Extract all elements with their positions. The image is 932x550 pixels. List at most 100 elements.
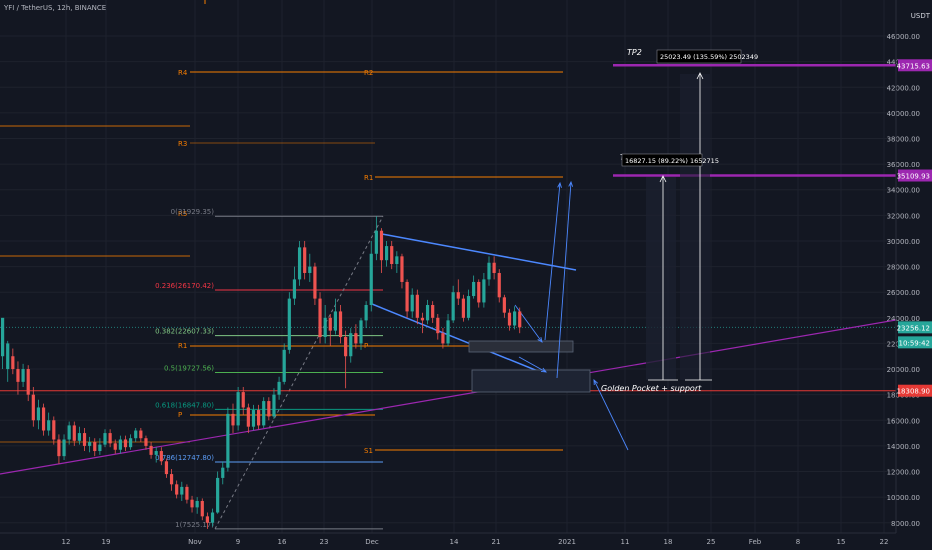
candle-body bbox=[456, 292, 460, 299]
projection-arrow bbox=[518, 356, 547, 373]
candle-body bbox=[210, 512, 215, 523]
candle-body bbox=[21, 369, 25, 382]
candle-body bbox=[513, 311, 517, 326]
candle-body bbox=[200, 500, 204, 517]
last-price-tag-bg bbox=[898, 321, 932, 334]
support-price-tag-bg bbox=[898, 384, 932, 397]
candle-body bbox=[502, 297, 506, 313]
unit-label: USDT bbox=[911, 12, 931, 20]
candle-body bbox=[374, 230, 378, 254]
candle-body bbox=[405, 281, 409, 312]
candle-body bbox=[364, 305, 368, 321]
candle-body bbox=[441, 333, 445, 344]
support-price-tag: 18308.90 bbox=[897, 388, 930, 396]
candle-body bbox=[169, 474, 174, 485]
x-tick-label: 2021 bbox=[558, 538, 576, 546]
candle-body bbox=[16, 369, 20, 382]
x-tick-label: Dec bbox=[365, 538, 379, 546]
golden-pocket-label: Golden Pocket + support bbox=[601, 384, 702, 393]
candle-body bbox=[308, 266, 312, 273]
candle-body bbox=[41, 407, 46, 431]
candle-body bbox=[82, 433, 87, 446]
candle-body bbox=[77, 433, 81, 441]
y-tick-label: 32000.00 bbox=[887, 212, 920, 220]
candle-body bbox=[420, 317, 425, 321]
candle-body bbox=[67, 425, 71, 440]
tp1-measure-label: 16827.15 (89.22%) 1652715 bbox=[625, 157, 719, 165]
pivot-label-r4: R4 bbox=[178, 69, 188, 77]
tp2-measure-box bbox=[680, 74, 710, 380]
pivot-label-r1-upper: R1 bbox=[364, 174, 373, 182]
candle-body bbox=[303, 247, 307, 273]
x-tick-label: 11 bbox=[621, 538, 630, 546]
pivot-label-p: P bbox=[178, 411, 182, 419]
candle-body bbox=[297, 247, 302, 280]
symbol-title: YFI / TetherUS, 12h, BINANCE bbox=[4, 4, 107, 12]
projection-arrow-head bbox=[557, 181, 562, 188]
candle-body bbox=[93, 442, 97, 452]
candle-body bbox=[57, 439, 61, 457]
golden-pocket-box bbox=[471, 369, 591, 393]
y-tick-label: 40000.00 bbox=[887, 110, 920, 118]
candle-body bbox=[415, 294, 419, 318]
x-tick-label: Nov bbox=[188, 538, 202, 546]
candle-body bbox=[159, 451, 163, 462]
candle-body bbox=[164, 461, 169, 475]
candle-body bbox=[385, 246, 389, 261]
x-tick-label: Feb bbox=[749, 538, 762, 546]
candle-body bbox=[31, 394, 35, 421]
candle-body bbox=[241, 392, 245, 408]
tp1-measure-arrow-head bbox=[659, 175, 667, 183]
y-tick-label: 20000.00 bbox=[887, 366, 920, 374]
projection-arrow-head bbox=[568, 180, 574, 187]
channel-upper-line bbox=[381, 233, 577, 271]
projection-arrow-head bbox=[593, 378, 599, 386]
candle-body bbox=[425, 305, 430, 321]
projection-arrow-head bbox=[537, 337, 543, 343]
candle-body bbox=[246, 407, 250, 427]
candle-body bbox=[282, 349, 286, 382]
tp1-price-tag-bg bbox=[898, 169, 932, 182]
candle-body bbox=[129, 438, 133, 448]
last-price-tag: 23256.12 bbox=[897, 324, 930, 332]
fib-trend-line bbox=[214, 216, 384, 530]
y-tick-label: 38000.00 bbox=[887, 135, 920, 143]
pivot-label-r2: R2 bbox=[364, 69, 373, 77]
candle-body bbox=[395, 256, 399, 265]
candle-body bbox=[451, 292, 455, 321]
fib-label: 0.786(12747.80) bbox=[155, 454, 214, 462]
y-tick-label: 24000.00 bbox=[887, 315, 920, 323]
candle-body bbox=[262, 401, 266, 426]
y-tick-label: 10000.00 bbox=[887, 494, 920, 502]
candle-body bbox=[190, 499, 194, 508]
y-tick-label: 8000.00 bbox=[891, 520, 920, 528]
candle-body bbox=[88, 442, 92, 446]
candle-body bbox=[400, 256, 404, 282]
candle-body bbox=[436, 317, 440, 334]
candle-body bbox=[52, 420, 56, 440]
candle-body bbox=[231, 413, 235, 426]
candle-body bbox=[477, 281, 481, 303]
candle-body bbox=[518, 311, 522, 328]
candle-body bbox=[344, 337, 348, 357]
fib-label: 0(31929.35) bbox=[171, 208, 215, 216]
fib-label: 0.618(16847.80) bbox=[155, 401, 214, 409]
candle-body bbox=[62, 439, 66, 457]
candle-body bbox=[338, 311, 343, 338]
fib-label: 1(7525.17) bbox=[175, 521, 214, 529]
tp2-price-tag-bg bbox=[898, 59, 932, 72]
countdown-tag: 10:59:42 bbox=[899, 339, 930, 347]
tp2-measure-label: 25023.49 (135.59%) 2502349 bbox=[660, 53, 758, 61]
candle-body bbox=[390, 246, 394, 265]
x-tick-label: 12 bbox=[62, 538, 71, 546]
pivot-label-r3: R3 bbox=[178, 140, 187, 148]
candle-body bbox=[149, 445, 153, 455]
candle-body bbox=[144, 438, 148, 446]
candle-body bbox=[267, 401, 271, 417]
projection-arrow-head bbox=[540, 367, 548, 373]
x-tick-label: 25 bbox=[707, 538, 716, 546]
y-tick-label: 14000.00 bbox=[887, 443, 920, 451]
candle-body bbox=[349, 333, 353, 357]
